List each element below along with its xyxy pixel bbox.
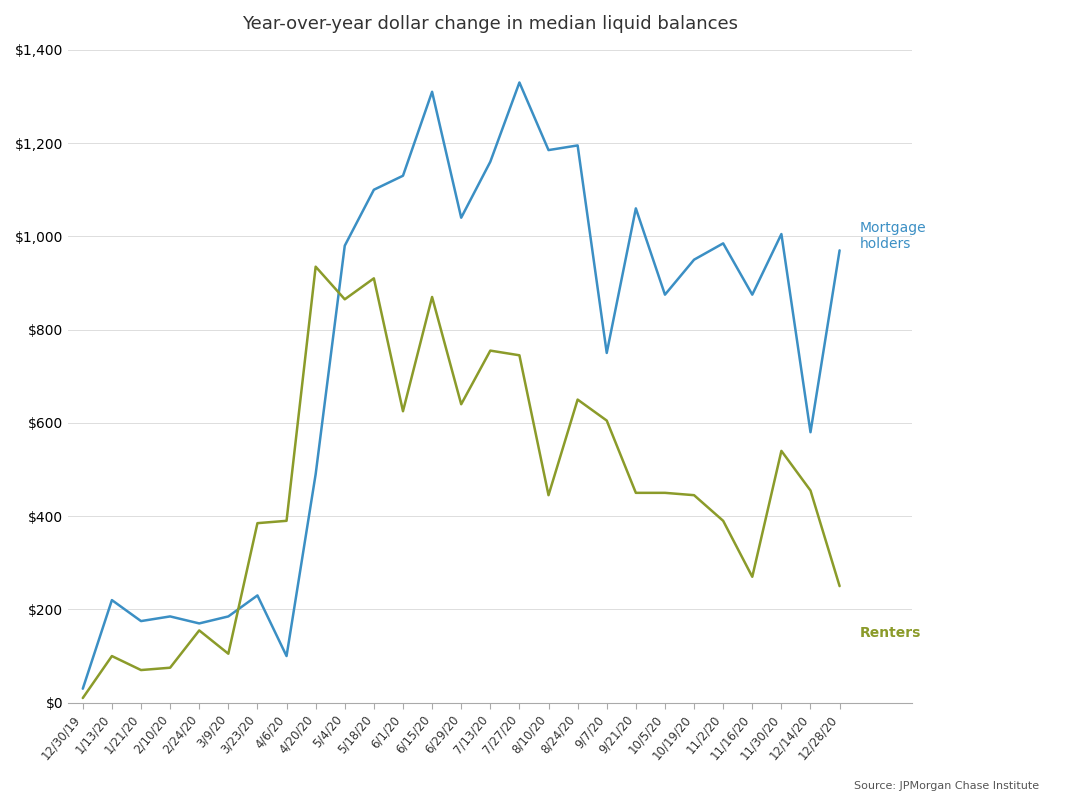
Title: Year-over-year dollar change in median liquid balances: Year-over-year dollar change in median l… — [242, 15, 738, 33]
Text: Renters: Renters — [860, 626, 921, 640]
Text: Source: JPMorgan Chase Institute: Source: JPMorgan Chase Institute — [854, 781, 1039, 791]
Text: Mortgage
holders: Mortgage holders — [860, 221, 926, 252]
